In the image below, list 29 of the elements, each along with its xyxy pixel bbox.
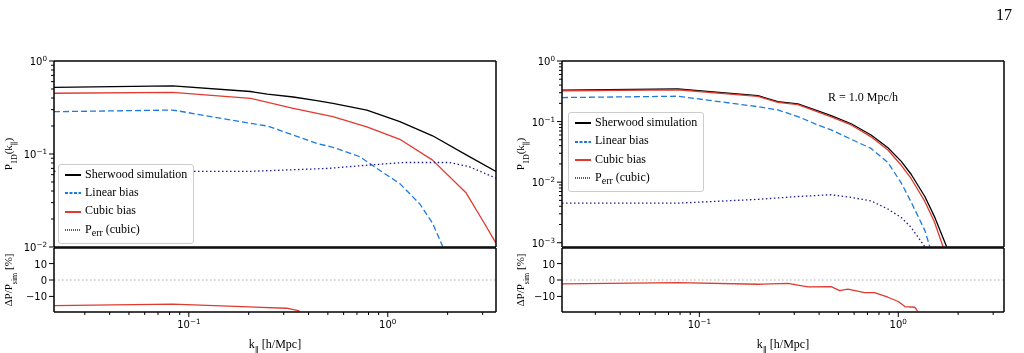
- legend-label: Cubic bias: [85, 203, 136, 218]
- y-tick-label: 10$^{−2}$: [531, 174, 555, 189]
- y-tick-label: −10: [25, 291, 47, 303]
- text: 17: [996, 6, 1012, 24]
- y-tick-label: 10$^{−1}$: [23, 146, 47, 160]
- y-tick-label: 0: [40, 275, 47, 286]
- y-tick-label: 10$^{−1}$: [531, 114, 555, 128]
- x-tick-label: 10$^{−1}$: [177, 316, 201, 330]
- y-tick-label: 0: [548, 275, 555, 286]
- legend-label: P$_{err}$ (cubic): [595, 169, 650, 187]
- y-tick-label: 10$^{−3}$: [531, 235, 555, 249]
- x-axis-title: k$_{∥}$ [h/Mpc]: [248, 337, 302, 353]
- x-tick-label: 10$^{0}$: [379, 316, 397, 330]
- x-axis-title: k$_{∥}$ [h/Mpc]: [756, 337, 810, 353]
- legend-label: P$_{err}$ (cubic): [85, 221, 140, 238]
- y-tick-label: 10$^{0}$: [29, 53, 48, 67]
- legend-label: Sherwood simulation: [85, 166, 188, 181]
- annotation: R = 1.0 Mpc/h: [828, 90, 899, 105]
- y-tick-label: 10$^{−2}$: [23, 239, 47, 253]
- x-tick-label: 10$^{−1}$: [687, 316, 712, 330]
- y-tick-label: 10: [542, 258, 555, 270]
- y-tick-label: 10$^{0}$: [537, 53, 556, 67]
- legend-label: Linear bias: [85, 185, 139, 200]
- y-tick-label: 10: [34, 258, 47, 270]
- legend-label: Sherwood simulation: [595, 115, 698, 129]
- x-tick-label: 10$^{0}$: [889, 316, 908, 330]
- y-tick-label: −10: [533, 291, 555, 303]
- legend-label: Linear bias: [595, 133, 649, 148]
- legend-label: Cubic bias: [595, 151, 646, 166]
